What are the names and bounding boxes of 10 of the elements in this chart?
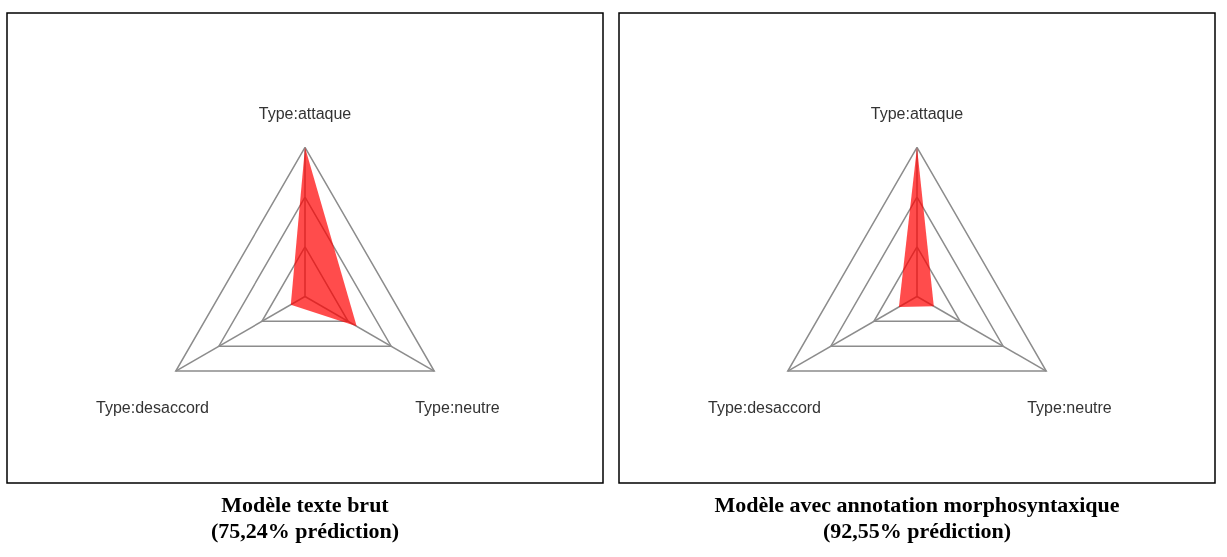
spoke-label: Type:desaccord — [96, 399, 209, 417]
text: (92,55% prédiction) — [822, 518, 1012, 543]
spoke-label: Type:neutre — [1027, 399, 1112, 417]
spoke-label: Type:desaccord — [708, 399, 821, 417]
text: Modèle avec annotation morphosyntaxique — [714, 492, 1120, 517]
spoke-label: Type:attaque — [258, 105, 352, 123]
text: (75,24% prédiction) — [210, 518, 400, 543]
spoke-label: Type:neutre — [415, 399, 500, 417]
text: Modèle texte brut — [221, 492, 390, 517]
spoke-label: Type:attaque — [870, 105, 964, 123]
